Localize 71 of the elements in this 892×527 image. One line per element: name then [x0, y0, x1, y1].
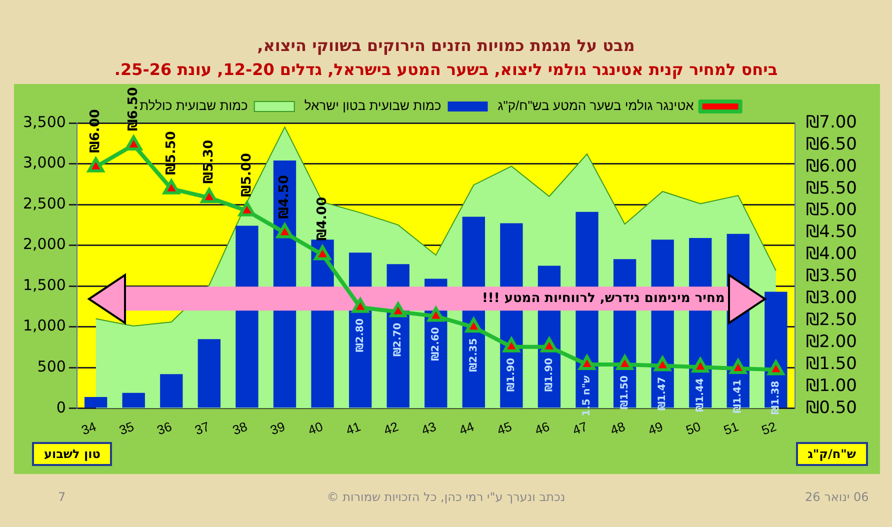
data-label: ₪4.00	[314, 196, 330, 241]
x-tick-label: 51	[722, 418, 740, 438]
legend-label: כמות שבועית בטון ישראל	[304, 98, 442, 114]
x-tick-label: 35	[117, 418, 136, 438]
x-tick-label: 50	[684, 418, 703, 438]
data-label: ₪5.00	[239, 152, 254, 197]
x-tick-label: 47	[570, 418, 590, 438]
data-label: ₪2.60	[430, 327, 442, 361]
legend-label: אטינגר גולמי בשער המטע בש"ח/ק"ג	[498, 98, 694, 114]
y2-tick-label: ₪2.00	[806, 332, 858, 352]
y-tick-label: 2,500	[22, 194, 66, 212]
y2-tick-label: ₪4.00	[806, 244, 858, 264]
y2-tick-label: ₪2.50	[806, 310, 858, 330]
y2-tick-label: ₪0.50	[806, 398, 858, 418]
text: נכתב ונערך ע"י רמי כהן, כל הזכויות שמורות ©	[326, 490, 566, 504]
x-tick-label: 45	[494, 418, 514, 438]
y2-tick-label: ₪1.00	[806, 376, 858, 396]
x-tick-label: 44	[457, 418, 476, 438]
data-label: ₪6.50	[126, 87, 141, 131]
x-tick-label: 42	[382, 418, 400, 438]
y2-tick-label: ₪5.00	[806, 200, 858, 220]
y-tick-label: 3,000	[22, 154, 66, 172]
ref-line-label: מחיר מינימום נידרש, לרווחיות המטע !!!	[482, 291, 725, 306]
y2-tick-label: ₪5.50	[806, 178, 858, 198]
x-tick-label: 34	[79, 418, 98, 438]
data-label: ₪2.35	[468, 338, 480, 372]
y2-axis-title: ש"ח/ק"ג	[796, 442, 868, 466]
x-tick-label: 38	[230, 418, 250, 438]
data-label: ₪1.41	[732, 379, 744, 414]
y-tick-label: 2,000	[22, 235, 66, 254]
data-label: ₪2.80	[354, 318, 366, 352]
data-label: ₪1.44	[694, 378, 706, 412]
y2-tick-label: ₪3.00	[806, 288, 858, 308]
chart-title: מבט על מגמת כמויות הזנים הירוקים בשווקי היצוא,	[256, 36, 636, 55]
data-label: ₪4.50	[277, 174, 292, 219]
x-tick-label: 46	[532, 418, 552, 438]
data-label: ש"ח 1.5	[582, 375, 593, 416]
text: 06 ינואר 26	[805, 490, 869, 504]
legend-label: כמות שבועית כוללת	[140, 98, 248, 114]
data-label: ₪1.50	[619, 375, 630, 410]
x-tick-label: 49	[646, 418, 665, 438]
chart-subtitle: ביחס למחיר קנית אטינגר גולמי ליצוא, בשער המטע בישראל, גדלים 12-20, עונת 25-26.	[113, 60, 779, 79]
y-tick-label: 500	[37, 358, 66, 376]
y2-tick-label: ₪6.50	[806, 134, 858, 154]
y-tick-label: 1,000	[22, 316, 66, 335]
data-label: ₪1.47	[657, 376, 668, 411]
x-tick-label: 52	[759, 418, 778, 438]
data-label: ₪1.90	[506, 358, 518, 392]
x-tick-label: 39	[268, 418, 287, 438]
data-label: ₪5.50	[164, 131, 179, 175]
y-tick-label: 1,500	[22, 276, 66, 294]
data-label: ₪1.90	[544, 358, 555, 392]
y-axis-title: טון לשבוע	[32, 442, 112, 466]
x-tick-label: 41	[344, 418, 363, 438]
y2-tick-label: ₪7.00	[806, 112, 858, 132]
y2-tick-label: ₪1.50	[806, 354, 858, 374]
text: 7	[58, 490, 66, 504]
y2-tick-label: ₪6.00	[806, 156, 858, 176]
data-label: ₪2.70	[392, 322, 404, 357]
y2-tick-label: ₪4.50	[806, 222, 858, 242]
data-label: ₪1.38	[770, 380, 782, 414]
data-label: ₪5.30	[202, 140, 217, 184]
y2-tick-label: ₪3.50	[806, 266, 858, 286]
y-tick-label: 3,500	[22, 112, 66, 131]
x-tick-label: 36	[154, 418, 174, 438]
x-tick-label: 37	[192, 418, 212, 438]
data-label: ₪6.00	[88, 109, 104, 153]
y-tick-label: 0	[56, 398, 66, 416]
x-tick-label: 43	[419, 418, 438, 438]
x-tick-label: 48	[608, 418, 628, 438]
x-tick-label: 40	[306, 418, 325, 438]
